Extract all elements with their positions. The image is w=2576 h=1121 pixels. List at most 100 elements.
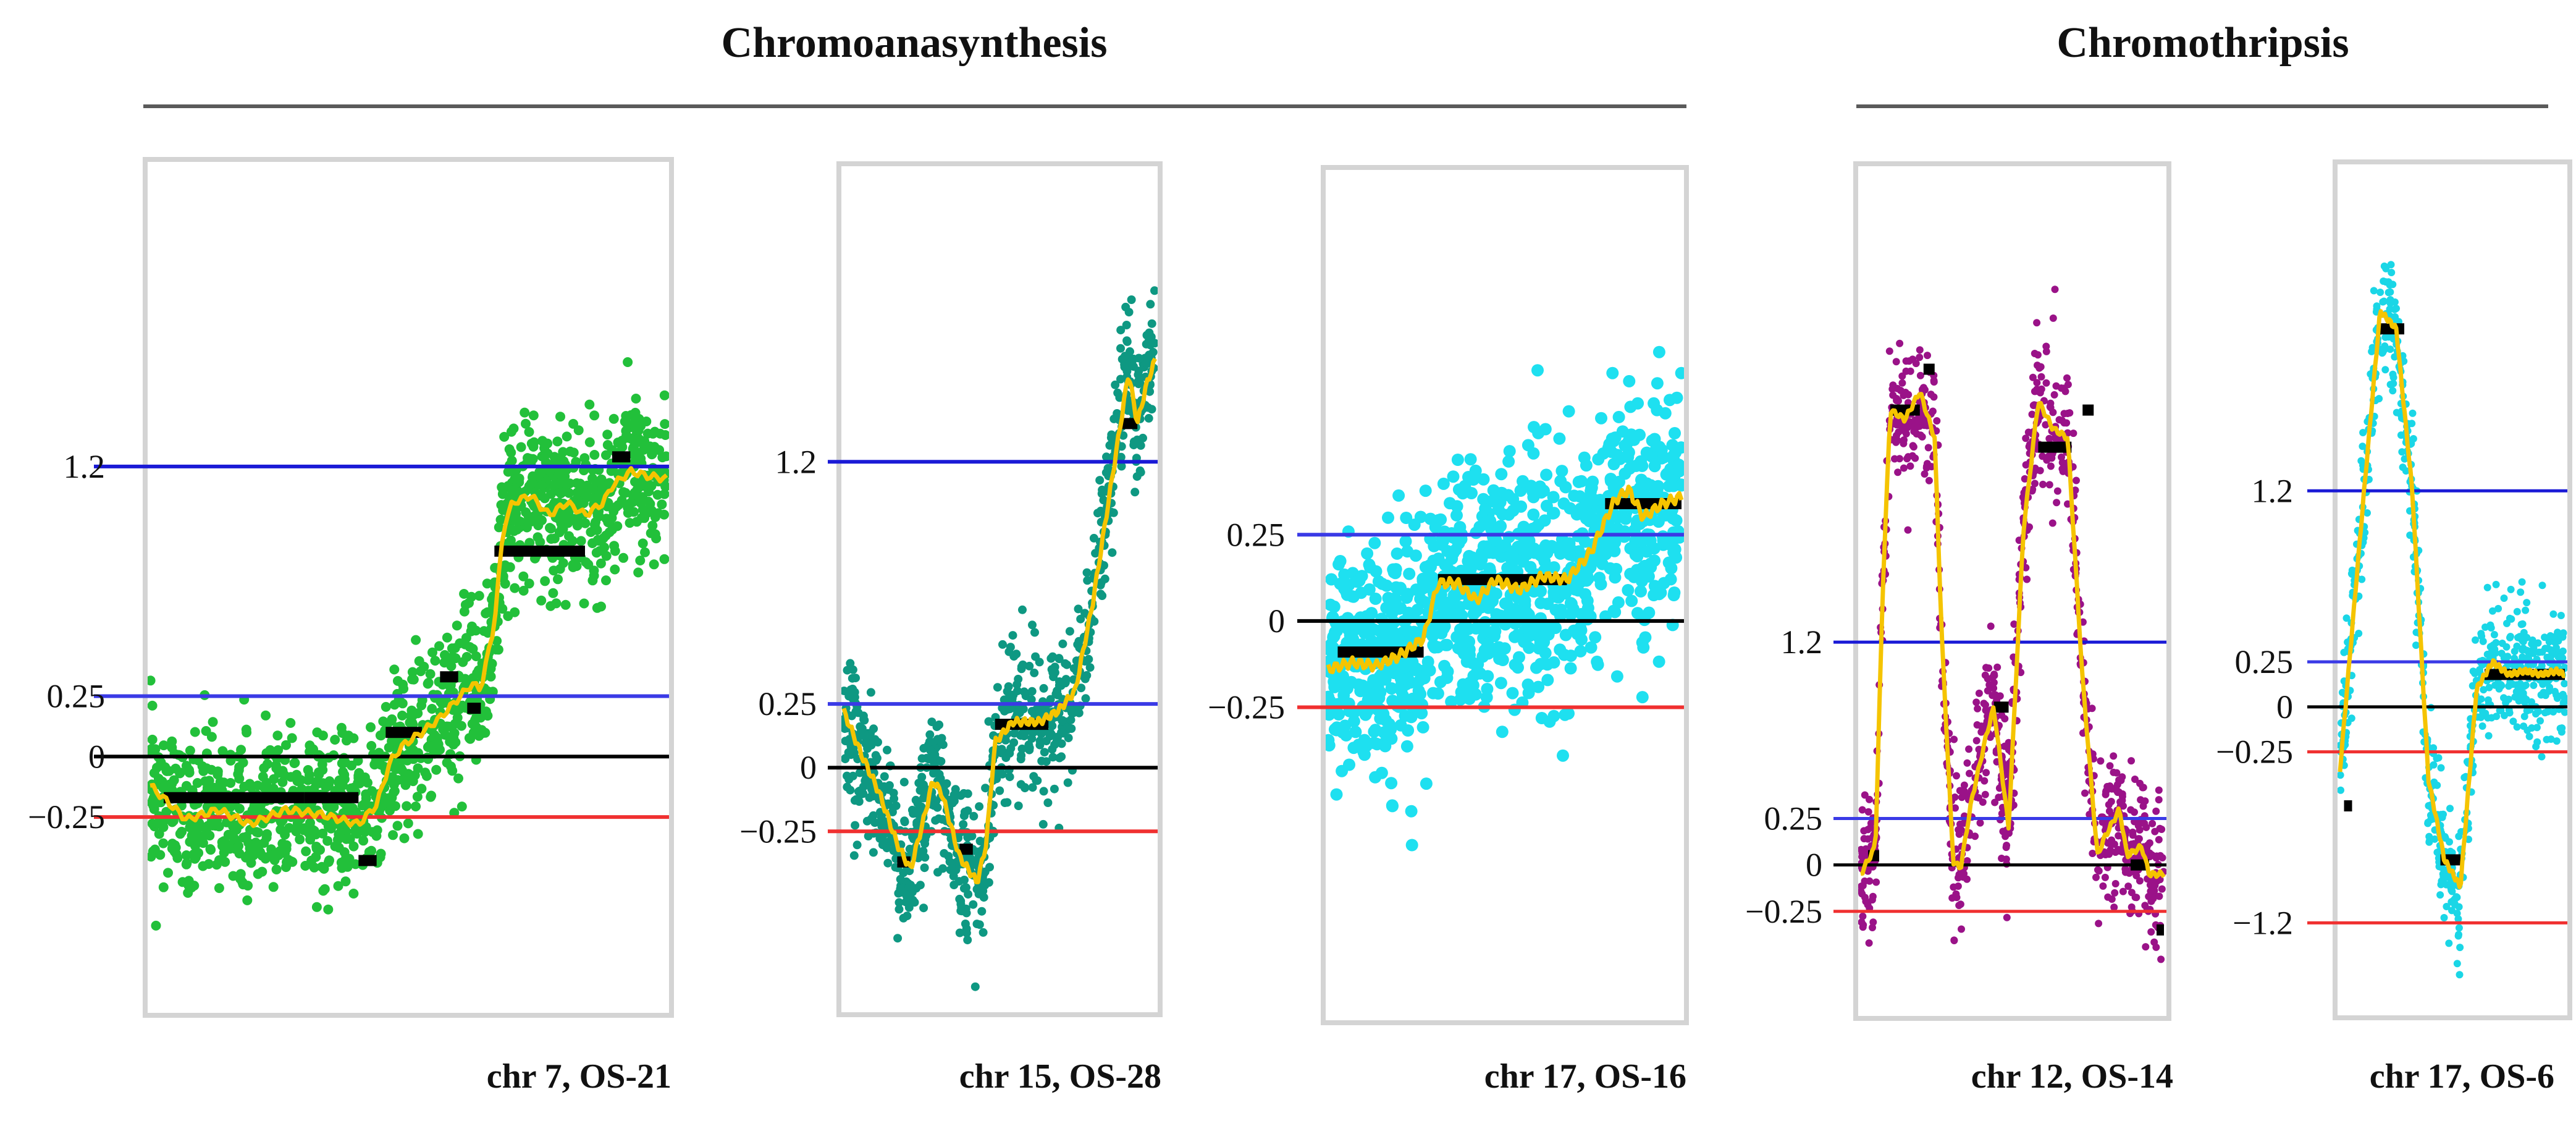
scatter-point <box>460 639 470 649</box>
scatter-point <box>1122 321 1131 329</box>
scatter-point <box>1965 745 1973 753</box>
scatter-point <box>1326 598 1337 611</box>
scatter-point <box>657 499 667 510</box>
scatter-point <box>584 399 595 410</box>
cn-segment <box>467 703 481 714</box>
scatter-point <box>1993 663 2001 671</box>
scatter-point <box>257 866 267 877</box>
scatter-point <box>903 912 912 921</box>
scatter-point <box>1977 728 1985 736</box>
scatter-point <box>259 763 269 773</box>
group-title-chromothripsis: Chromothripsis <box>2056 19 2349 67</box>
scatter-point <box>2158 854 2166 861</box>
scatter-point <box>1467 669 1480 682</box>
scatter-point <box>1386 695 1399 707</box>
scatter-point <box>841 754 850 763</box>
scatter-point <box>1670 514 1683 527</box>
scatter-point <box>912 806 922 816</box>
scatter-point <box>388 830 398 840</box>
scatter-point <box>589 450 600 460</box>
scatter-point <box>2538 662 2546 670</box>
scatter-point <box>2081 789 2089 797</box>
scatter-point <box>2523 726 2532 734</box>
scatter-point <box>2031 464 2039 472</box>
scatter-point <box>2518 578 2526 586</box>
scatter-point <box>1419 484 1432 497</box>
scatter-point <box>956 900 966 909</box>
scatter-point <box>2125 869 2133 877</box>
scatter-point <box>613 438 623 447</box>
scatter-point <box>2158 885 2166 893</box>
scatter-point <box>1450 589 1463 602</box>
scatter-point <box>1612 410 1625 423</box>
scatter-point <box>283 855 293 865</box>
scatter-point <box>2387 261 2395 269</box>
scatter-point <box>330 735 340 745</box>
scatter-point <box>2116 847 2124 855</box>
scatter-point <box>159 740 169 751</box>
scatter-point <box>2492 580 2500 588</box>
scatter-point <box>2443 903 2451 910</box>
scatter-point <box>2380 297 2388 305</box>
scatter-point <box>1559 708 1572 721</box>
scatter-point <box>1437 603 1450 615</box>
scatter-point <box>1363 583 1376 596</box>
scatter-point <box>1623 374 1636 387</box>
scatter-point <box>197 761 208 771</box>
scatter-point <box>1514 484 1527 497</box>
scatter-point <box>1930 393 1938 401</box>
scatter-point <box>1493 653 1506 665</box>
scatter-point <box>442 721 452 732</box>
scatter-point <box>1991 798 1999 806</box>
scatter-point <box>1924 444 1932 452</box>
scatter-point <box>341 853 351 863</box>
scatter-point <box>1039 787 1048 796</box>
scatter-point <box>2469 682 2477 690</box>
scatter-point <box>863 738 872 748</box>
scatter-point <box>1038 819 1048 829</box>
panel-chr12-os14: 1.20.250−0.25 chr 12, OS-14 <box>1745 161 2173 1096</box>
scatter-point <box>1958 925 1965 933</box>
scatter-point <box>2063 374 2071 382</box>
scatter-point <box>158 782 168 793</box>
scatter-point <box>340 876 351 887</box>
scatter-point <box>292 818 303 829</box>
scatter-point <box>1581 594 1594 607</box>
scatter-point <box>1909 442 1917 450</box>
scatter-point <box>1955 874 1962 882</box>
scatter-point <box>1902 429 1910 438</box>
scatter-point <box>2386 305 2394 313</box>
scatter-point <box>2021 475 2029 483</box>
scatter-point <box>1916 346 1924 354</box>
scatter-point <box>549 565 559 576</box>
scatter-point <box>1675 479 1684 492</box>
scatter-point <box>402 801 412 811</box>
scatter-point <box>2409 409 2417 417</box>
scatter-point <box>2551 638 2559 646</box>
scatter-point <box>2535 648 2543 656</box>
scatter-point <box>1030 628 1039 637</box>
scatter-point <box>618 552 629 563</box>
scatter-point <box>2047 462 2055 470</box>
scatter-point <box>1450 509 1463 522</box>
scatter-point <box>1910 428 1918 436</box>
scatter-point <box>2029 373 2037 381</box>
scatter-point <box>2490 631 2498 638</box>
scatter-point <box>851 674 860 683</box>
scatter-point <box>1400 695 1413 708</box>
scatter-point <box>1624 400 1637 413</box>
scatter-point <box>2028 410 2036 418</box>
scatter-point <box>150 744 161 755</box>
scatter-point <box>608 413 619 424</box>
scatter-point <box>929 769 938 778</box>
scatter-point <box>334 829 344 840</box>
scatter-point <box>1064 734 1073 743</box>
scatter-point <box>1517 475 1529 488</box>
scatter-point <box>1374 712 1387 725</box>
scatter-point <box>1408 518 1421 531</box>
scatter-point <box>468 644 478 654</box>
scatter-point <box>1635 585 1647 598</box>
cn-segment <box>2038 441 2072 453</box>
scatter-point <box>1391 547 1404 560</box>
scatter-point <box>562 431 572 442</box>
